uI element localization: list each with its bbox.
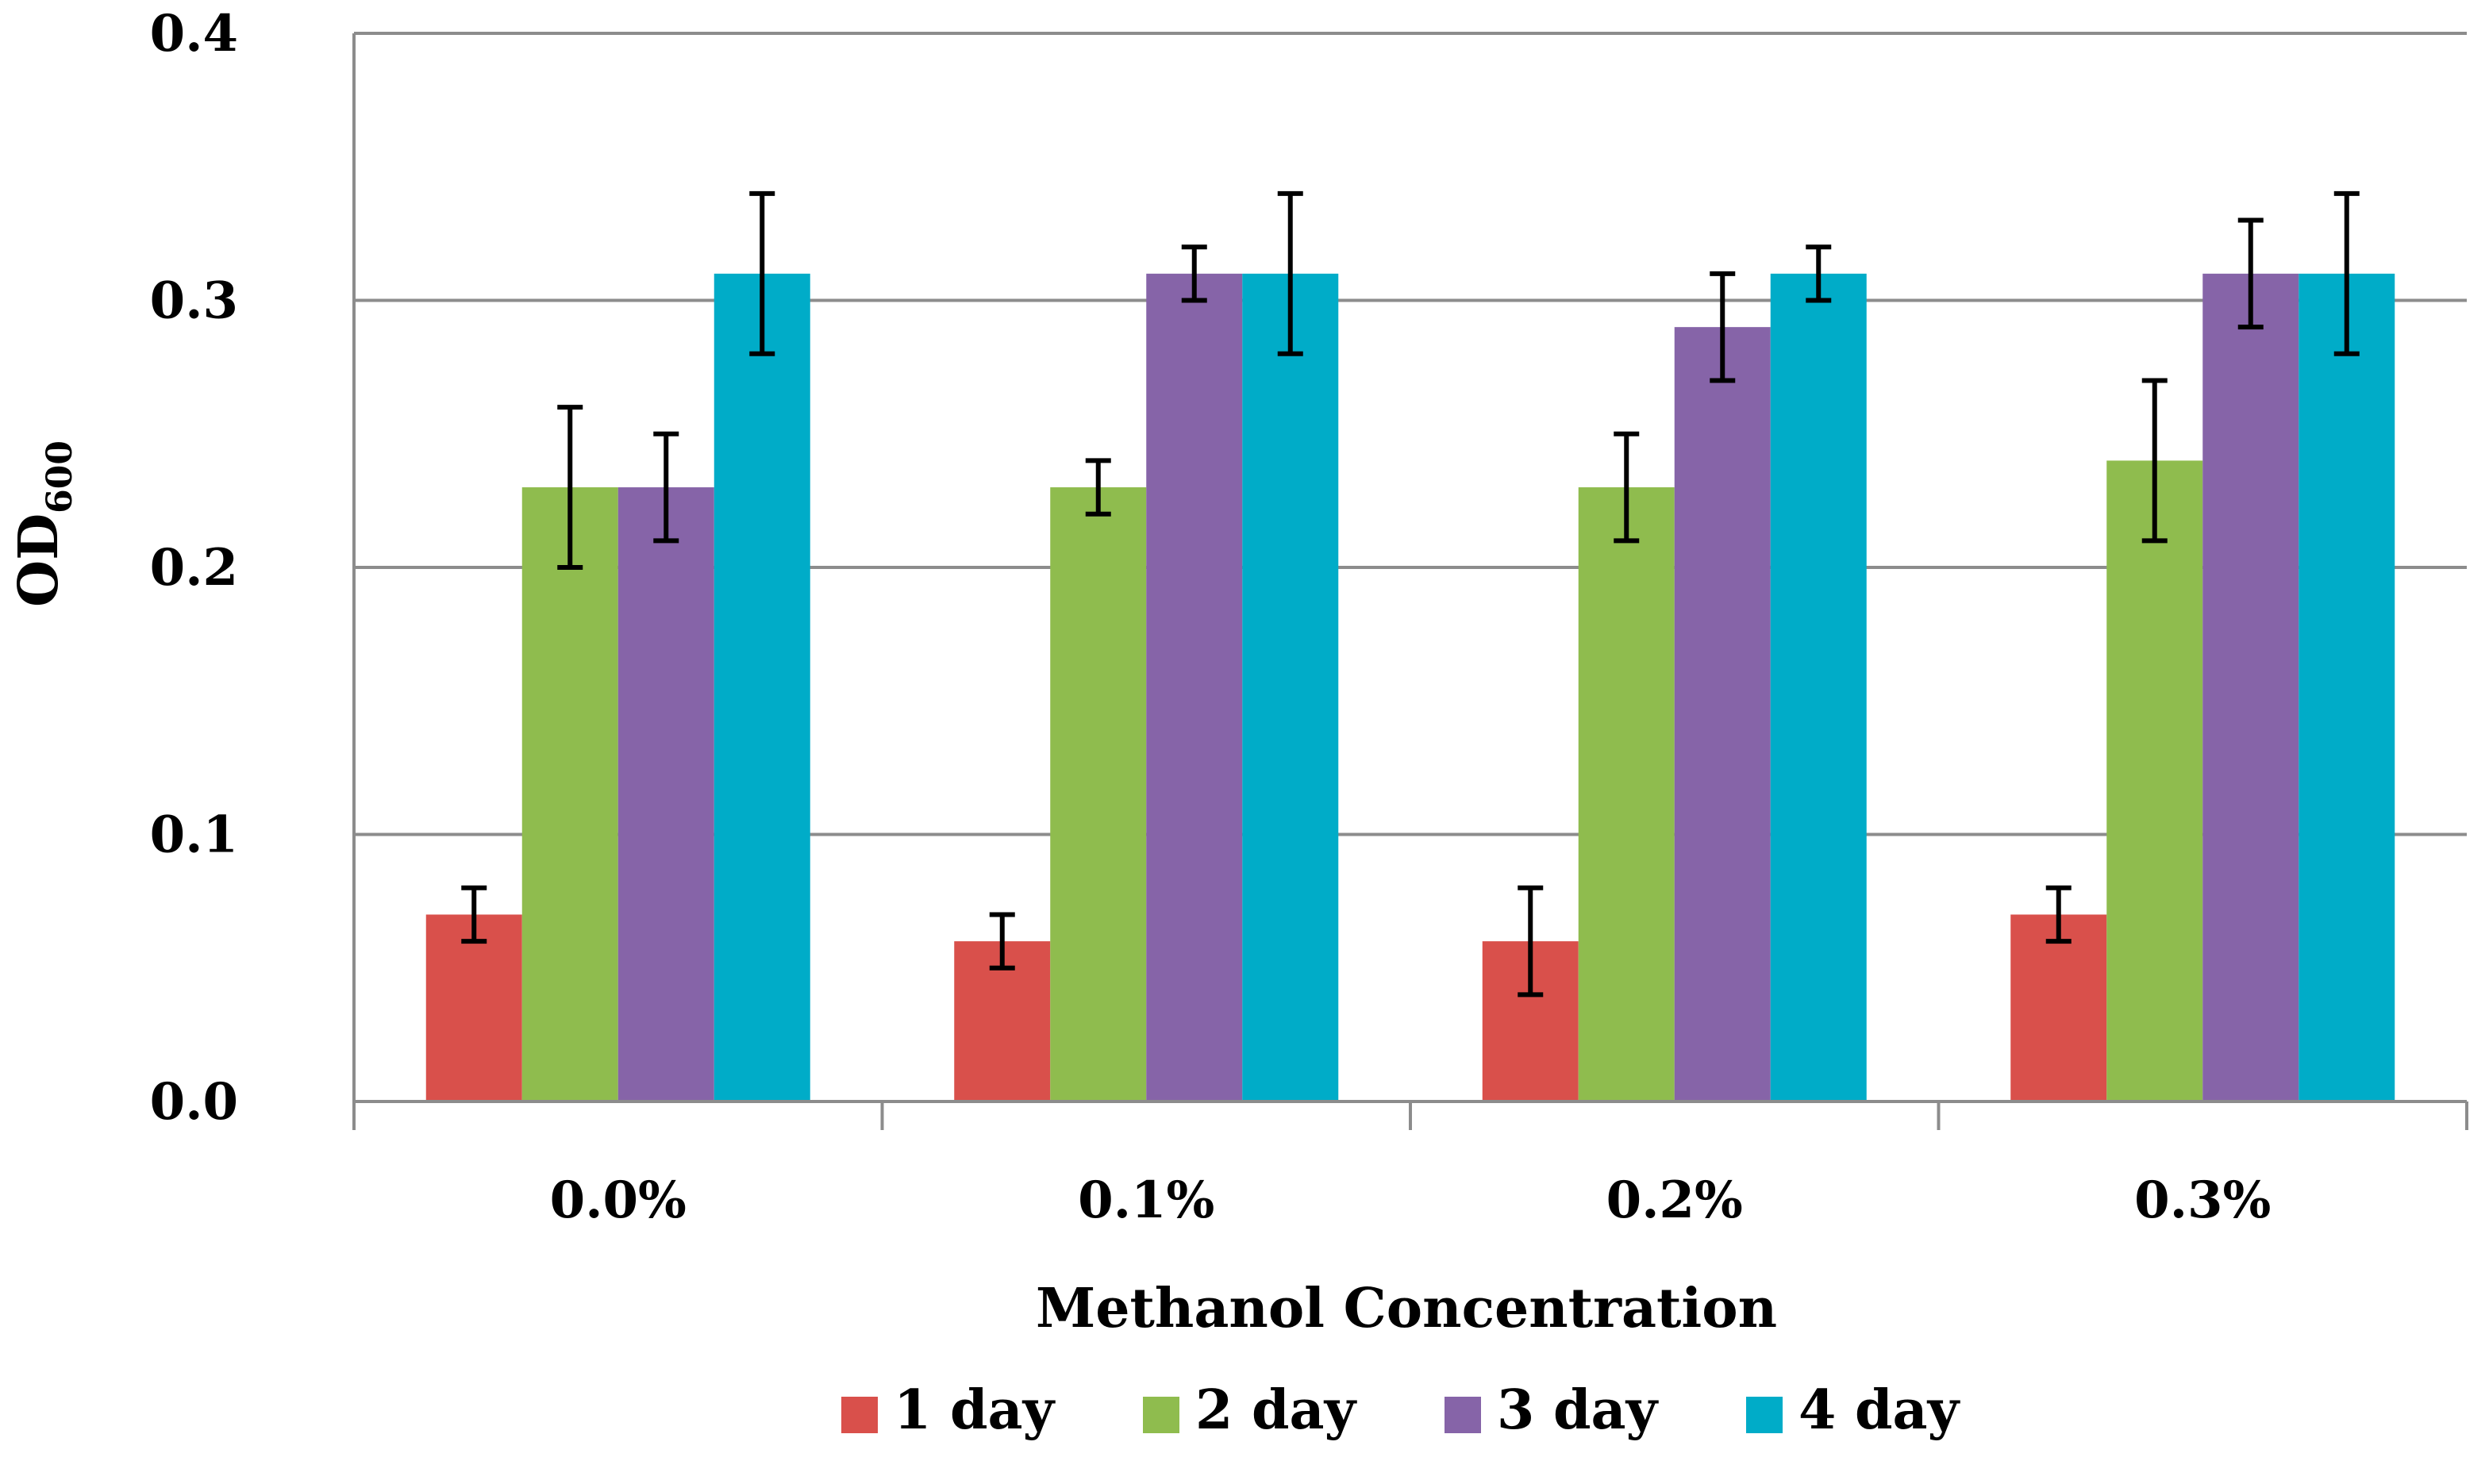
bar [1674, 327, 1771, 1101]
bar [2202, 273, 2299, 1102]
y-tick-label: 0.1 [150, 805, 238, 865]
legend-label: 2 day [1195, 1378, 1358, 1442]
legend-item: 1 day [841, 1378, 1056, 1442]
bar [714, 273, 810, 1102]
bar [1770, 273, 1867, 1102]
bar [521, 487, 618, 1101]
y-axis-title-main: OD [7, 513, 71, 607]
bar [1242, 273, 1339, 1102]
y-tick-label: 0.0 [150, 1072, 238, 1132]
x-tick-label: 0.1% [1078, 1171, 1214, 1230]
bar [1146, 273, 1243, 1102]
x-axis-title: Methanol Concentration [1036, 1277, 1777, 1340]
bar [2106, 460, 2203, 1101]
legend: 1 day 2 day 3 day 4 day [841, 1378, 1961, 1442]
y-tick-label: 0.4 [150, 4, 238, 63]
y-tick-label: 0.2 [150, 538, 238, 598]
legend-item: 2 day [1143, 1378, 1358, 1442]
legend-label: 1 day [894, 1378, 1056, 1442]
x-tick-labels: 0.0% 0.1% 0.2% 0.3% [550, 1171, 2272, 1230]
bar [2010, 914, 2107, 1101]
y-axis-title: OD600 [7, 440, 80, 607]
axes [352, 33, 2468, 1130]
legend-item: 3 day [1445, 1378, 1660, 1442]
legend-label: 3 day [1497, 1378, 1660, 1442]
y-tick-label: 0.3 [150, 271, 238, 331]
x-tick-label: 0.3% [2134, 1171, 2271, 1230]
bar [425, 914, 522, 1101]
legend-item: 4 day [1746, 1378, 1961, 1442]
legend-swatch [1746, 1397, 1783, 1433]
bar [1578, 487, 1675, 1101]
legend-swatch [841, 1397, 878, 1433]
bars [425, 273, 2395, 1102]
bar [617, 487, 714, 1101]
x-tick-label: 0.0% [550, 1171, 687, 1230]
y-axis-title-subscript: 600 [40, 440, 80, 513]
legend-label: 4 day [1798, 1378, 1961, 1442]
y-tick-labels: 0.0 0.1 0.2 0.3 0.4 [150, 4, 238, 1132]
x-tick-label: 0.2% [1606, 1171, 1743, 1230]
bar [2299, 273, 2395, 1102]
error-bars [461, 190, 2360, 998]
legend-swatch [1143, 1397, 1179, 1433]
legend-swatch [1445, 1397, 1481, 1433]
bar [1050, 487, 1147, 1101]
